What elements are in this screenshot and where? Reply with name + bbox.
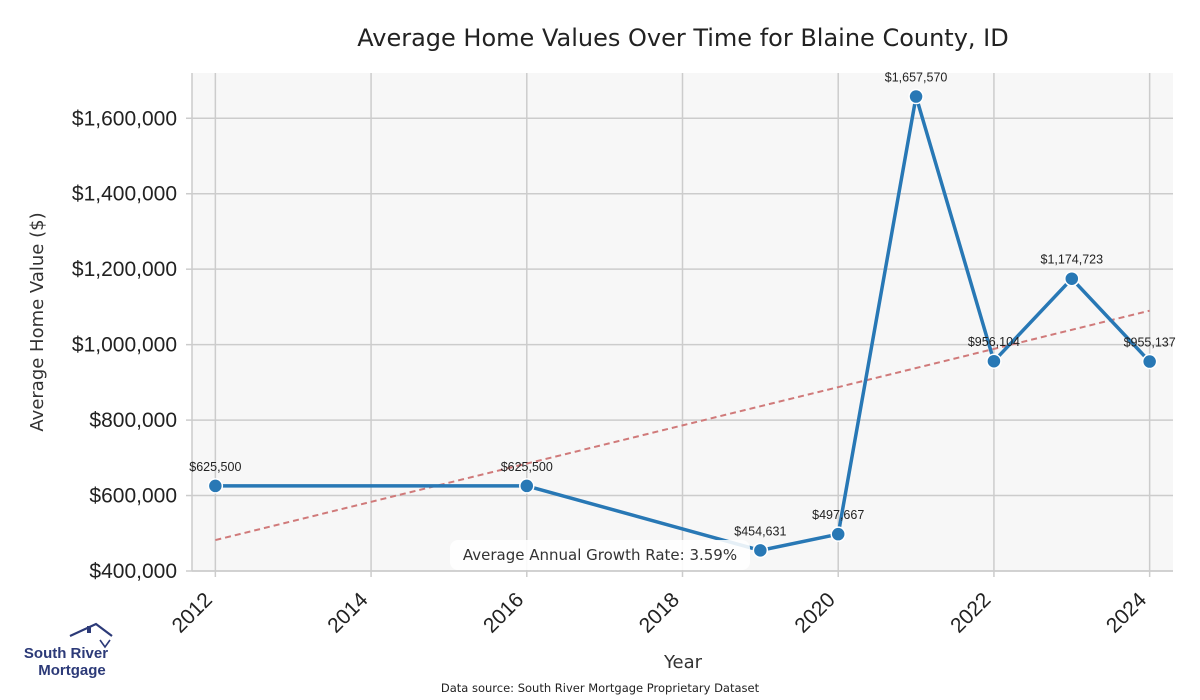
y-tick-label: $1,600,000 bbox=[72, 107, 177, 130]
data-point-marker bbox=[752, 542, 769, 559]
trend-line bbox=[215, 309, 1150, 542]
data-point-marker bbox=[207, 478, 224, 494]
trend-line-group bbox=[215, 309, 1150, 542]
data-point-marker bbox=[830, 526, 846, 542]
y-tick-label: $600,000 bbox=[89, 485, 177, 508]
house-roof-icon bbox=[69, 622, 113, 637]
data-point-marker bbox=[1064, 270, 1080, 287]
series-group bbox=[207, 88, 1158, 559]
data-point-marker bbox=[1141, 353, 1158, 370]
y-tick-label: $1,200,000 bbox=[72, 258, 177, 281]
data-source-note: Data source: South River Mortgage Propri… bbox=[441, 681, 760, 695]
growth-rate-annotation: Average Annual Growth Rate: 3.59% bbox=[450, 540, 750, 570]
x-tick-label: 2014 bbox=[323, 588, 373, 638]
data-label: $625,500 bbox=[501, 460, 553, 474]
data-label: $1,174,723 bbox=[1041, 253, 1104, 267]
x-tick-label: 2020 bbox=[790, 588, 839, 637]
y-tick-label: $1,400,000 bbox=[72, 183, 177, 206]
y-tick-label: $1,000,000 bbox=[72, 334, 177, 357]
x-tick-label: 2024 bbox=[1102, 588, 1152, 638]
logo-line1: South River bbox=[24, 645, 108, 662]
data-point-marker bbox=[519, 478, 535, 494]
logo-line2: Mortgage bbox=[38, 662, 106, 679]
data-label: $1,657,570 bbox=[885, 71, 948, 85]
data-point-marker bbox=[986, 353, 1002, 369]
house-chimney-icon bbox=[87, 626, 91, 633]
axes bbox=[186, 73, 1173, 577]
data-label: $955,137 bbox=[1124, 336, 1176, 350]
y-tick-label: $800,000 bbox=[89, 409, 177, 432]
data-label: $454,631 bbox=[734, 524, 786, 538]
x-tick-label: 2022 bbox=[946, 588, 995, 637]
data-labels: $625,500 $625,500 $454,631 $497,667 $1,657,5… bbox=[189, 71, 1175, 539]
data-label: $956,104 bbox=[968, 335, 1020, 349]
south-river-logo: South River Mortgage bbox=[24, 622, 113, 679]
data-label: $625,500 bbox=[189, 460, 241, 474]
data-label: $497,667 bbox=[812, 508, 864, 522]
chart-title: Average Home Values Over Time for Blaine… bbox=[357, 24, 1008, 52]
series-line bbox=[215, 94, 1151, 553]
y-tick-label: $400,000 bbox=[89, 560, 177, 583]
y-axis-label: Average Home Value ($) bbox=[27, 212, 48, 431]
x-tick-label: 2012 bbox=[168, 588, 217, 637]
x-axis-label: Year bbox=[663, 652, 703, 673]
x-tick-label: 2018 bbox=[635, 588, 684, 637]
house-wall-icon bbox=[99, 639, 111, 649]
data-point-marker bbox=[908, 88, 924, 105]
growth-rate-text: Average Annual Growth Rate: 3.59% bbox=[463, 546, 737, 564]
x-tick-label: 2016 bbox=[479, 588, 528, 637]
annotation-box bbox=[450, 540, 750, 570]
